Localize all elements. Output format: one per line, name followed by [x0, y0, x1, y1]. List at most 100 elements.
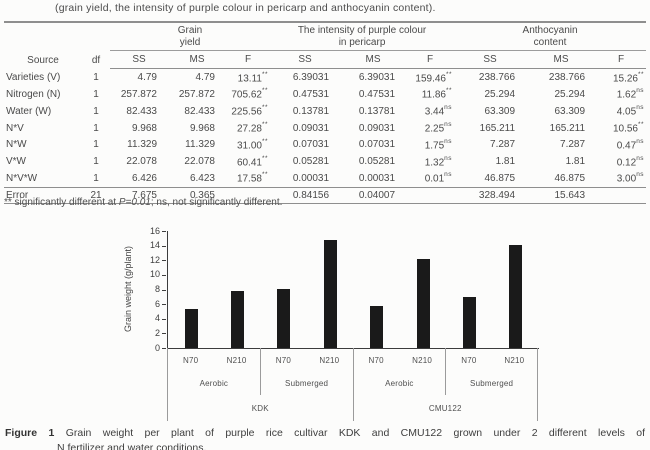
cell-value: 63.309: [484, 105, 516, 117]
table-cell: 25.294: [526, 86, 596, 103]
footnote-suffix: ; ns, not significantly different.: [150, 197, 283, 208]
cell-value: 4.79: [137, 72, 157, 84]
table-row: N*V*W 1 6.426 6.423 17.58** 0.00031 0.00031 0.0…: [4, 170, 646, 187]
table-cell: 159.46**: [406, 69, 454, 86]
cell-value: 1.81: [565, 156, 586, 168]
significance-marker: ns: [636, 87, 645, 95]
cell-value: 27.28: [236, 123, 262, 135]
cell-value: 1: [93, 88, 99, 100]
group-label-line: Anthocyanin: [522, 25, 578, 36]
table-cell: 1: [82, 119, 110, 136]
significance-marker: **: [638, 70, 645, 78]
sub-header-f: F: [406, 50, 455, 69]
table-cell: 0.05281: [270, 153, 340, 170]
y-tick-label: 14: [149, 240, 160, 251]
table-cell: 11.329: [110, 136, 168, 153]
y-tick-label: 2: [154, 327, 160, 338]
cell-value: 1: [93, 139, 99, 151]
group-header-grain-yield: Grain yield: [110, 21, 271, 51]
table-cell: 13.11**: [226, 69, 270, 86]
cell-value: 0.05281: [292, 156, 330, 168]
significance-marker: **: [261, 70, 269, 78]
y-tick-mark: [162, 289, 166, 291]
sub-header-f: F: [226, 50, 271, 69]
table-cell: 7.287: [454, 136, 526, 153]
y-tick-label: 6: [154, 298, 160, 309]
table-header: Source df Grain yield The intensity of p…: [4, 21, 647, 69]
table-cell: 11.86**: [406, 86, 454, 103]
cell-value: 11.329: [185, 139, 215, 151]
cell-value: 25.294: [484, 88, 516, 100]
group-label-line: yield: [179, 36, 201, 48]
group-header-purple-colour: The intensity of purple colour in perica…: [270, 21, 455, 51]
significance-marker: **: [445, 87, 453, 95]
table-row: Error 21 7.675 0.365 0.84156 0.04007 328.494 15…: [4, 186, 647, 205]
cell-value: 6.39031: [358, 72, 396, 84]
cell-value: 159.46: [415, 72, 446, 84]
y-tick-mark: [162, 318, 166, 320]
sub-header-ss: SS: [454, 50, 527, 69]
bar: [277, 288, 291, 348]
table-cell: Water (W): [4, 103, 82, 120]
group-label-line: Grain: [177, 25, 203, 36]
cell-value: N*V: [6, 122, 24, 134]
cell-value: 22.078: [126, 156, 157, 168]
sub-header-row: SS MS F SS MS F SS MS F: [4, 50, 647, 69]
table-footnote: ** significantly different at P=0.01; ns…: [4, 197, 282, 208]
y-tick-mark: [162, 260, 166, 262]
y-tick-label: 0: [154, 342, 160, 353]
table-cell: 6.39031: [340, 69, 406, 86]
significance-marker: ns: [444, 120, 453, 128]
table-cell: 0.09031: [340, 119, 406, 136]
y-tick-label: 4: [154, 313, 160, 324]
nitrogen-level-label: N70: [167, 348, 213, 372]
table-cell: 0.05281: [340, 153, 406, 170]
y-tick-mark: [162, 274, 166, 276]
nitrogen-level-label: N70: [352, 348, 399, 372]
figure-caption-line1: Figure 1 Grain weight per plant of purpl…: [5, 426, 645, 441]
table-cell: 9.968: [110, 119, 168, 136]
cell-value: 0.07031: [292, 139, 330, 151]
table-cell: 3.00ns: [596, 170, 646, 187]
figure-caption: Figure 1 Grain weight per plant of purpl…: [5, 426, 645, 450]
cell-value: 1.75: [424, 140, 445, 152]
table-cell: V*W: [4, 153, 82, 170]
cell-value: 225.56: [231, 106, 262, 118]
nitrogen-level-label: N210: [492, 348, 538, 372]
cell-value: 15.26: [612, 72, 638, 84]
cell-value: 15.643: [554, 190, 586, 202]
cell-value: 60.41: [236, 156, 262, 168]
table-cell: 225.56**: [226, 103, 270, 120]
sub-header-ms: MS: [340, 50, 407, 69]
table-cell: 165.211: [526, 119, 596, 136]
water-condition-row: Aerobic Submerged Aerobic Submerged: [167, 372, 538, 395]
significance-marker: **: [445, 70, 453, 78]
footnote-prefix: ** significantly different at: [4, 197, 119, 208]
cell-value: 0.84156: [292, 190, 330, 202]
table-cell: 1: [82, 69, 110, 86]
cell-value: 257.872: [120, 88, 157, 100]
cell-value: 0.13781: [292, 105, 330, 117]
table-cell: 257.872: [168, 86, 226, 103]
cell-value: 0.47: [616, 140, 637, 152]
significance-marker: ns: [636, 137, 645, 145]
table-cell: 0.07031: [340, 136, 406, 153]
table-cell: 3.44ns: [406, 103, 454, 120]
table-cell: 238.766: [454, 69, 526, 86]
nitrogen-level-label: N70: [259, 348, 306, 372]
cell-value: 11.86: [421, 89, 446, 101]
significance-marker: **: [638, 120, 645, 128]
cell-value: 0.09031: [292, 122, 330, 134]
cell-value: V*W: [6, 156, 26, 168]
group-label-line: The intensity of purple colour: [297, 25, 427, 36]
cell-value: 705.62: [231, 89, 262, 101]
table-cell: 15.26**: [596, 69, 646, 86]
y-tick-label: 16: [149, 225, 160, 236]
y-tick-mark: [162, 348, 166, 349]
cell-value: Varieties (V): [6, 71, 61, 83]
table-cell: 1: [82, 103, 110, 120]
table-cell: 0.12ns: [596, 153, 646, 170]
water-condition-label: Aerobic: [352, 372, 446, 395]
cell-value: 1.62: [616, 89, 637, 101]
